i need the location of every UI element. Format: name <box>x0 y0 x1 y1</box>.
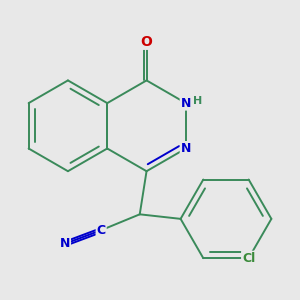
Text: C: C <box>97 224 106 237</box>
Text: N: N <box>181 97 191 110</box>
Text: N: N <box>60 237 70 250</box>
Text: Cl: Cl <box>242 252 255 265</box>
Text: O: O <box>141 35 152 49</box>
Text: N: N <box>181 142 191 155</box>
Text: H: H <box>193 96 202 106</box>
